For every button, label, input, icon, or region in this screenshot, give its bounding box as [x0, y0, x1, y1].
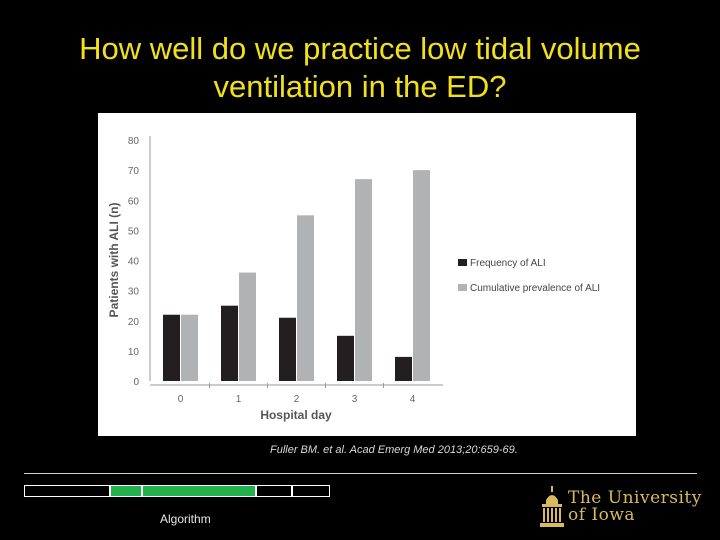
section-progress-bar: [24, 485, 330, 497]
chart-legend: Frequency of ALI Cumulative prevalence of…: [458, 258, 600, 294]
slide-title-line-1: How well do we practice low tidal volume: [79, 31, 641, 66]
y-tick-label: 30: [128, 287, 140, 298]
y-tick-label: 70: [128, 166, 140, 177]
bar-frequency-day-1: [221, 305, 238, 381]
y-tick-label: 10: [128, 347, 140, 358]
y-tick-label: 50: [128, 226, 140, 237]
x-tick-label: 0: [178, 394, 184, 405]
logo-line-2: of Iowa: [568, 505, 636, 525]
old-capitol-icon: [540, 486, 564, 527]
y-tick-label: 60: [128, 196, 140, 207]
y-tick-label: 0: [133, 377, 139, 388]
logo-wordmark: The University of Iowa: [568, 490, 702, 524]
y-tick-label: 40: [128, 257, 140, 268]
legend-swatch: [458, 259, 467, 266]
x-tick-label: 3: [352, 394, 358, 405]
progress-segment[interactable]: [142, 485, 256, 497]
logo-line-1: The University: [568, 488, 702, 508]
slide-title-line-2: ventilation in the ED?: [213, 69, 507, 104]
legend-swatch: [458, 284, 467, 291]
y-tick-label: 80: [128, 136, 140, 147]
x-axis-label: Hospital day: [260, 408, 332, 422]
chart-panel: 0 10 20 30 40 50 60 70 80 0 1 2 3 4 Hospital day Pat…: [98, 113, 636, 436]
bar-frequency-day-2: [279, 317, 296, 381]
bar-chart: 0 10 20 30 40 50 60 70 80 0 1 2 3 4 Hospital day Pat…: [107, 136, 600, 422]
bar-cumulative-day-0: [181, 314, 198, 381]
x-tick-label: 2: [294, 394, 300, 405]
nav-label-algorithm[interactable]: Algorithm: [160, 512, 211, 526]
progress-segment[interactable]: [110, 485, 142, 497]
footer-divider: [24, 473, 697, 474]
bar-cumulative-day-3: [355, 179, 372, 381]
slide-title: How well do we practice low tidal volume…: [0, 30, 720, 106]
bar-cumulative-day-2: [297, 215, 314, 381]
university-logo: The University of Iowa: [538, 486, 708, 530]
bar-cumulative-day-4: [413, 170, 430, 381]
legend-label: Cumulative prevalence of ALI: [470, 283, 600, 294]
bar-frequency-day-0: [163, 314, 180, 381]
progress-segment[interactable]: [24, 485, 110, 497]
progress-segment[interactable]: [256, 485, 292, 497]
bar-cumulative-day-1: [239, 272, 256, 381]
progress-segment[interactable]: [292, 485, 330, 497]
bar-frequency-day-4: [395, 356, 412, 381]
legend-label: Frequency of ALI: [470, 258, 546, 269]
x-tick-label: 1: [236, 394, 242, 405]
y-axis-label: Patients with ALI (n): [107, 203, 121, 318]
y-tick-label: 20: [128, 317, 140, 328]
x-tick-label: 4: [410, 394, 416, 405]
citation: Fuller BM. et al. Acad Emerg Med 2013;20…: [270, 444, 518, 456]
bar-frequency-day-3: [337, 335, 354, 381]
